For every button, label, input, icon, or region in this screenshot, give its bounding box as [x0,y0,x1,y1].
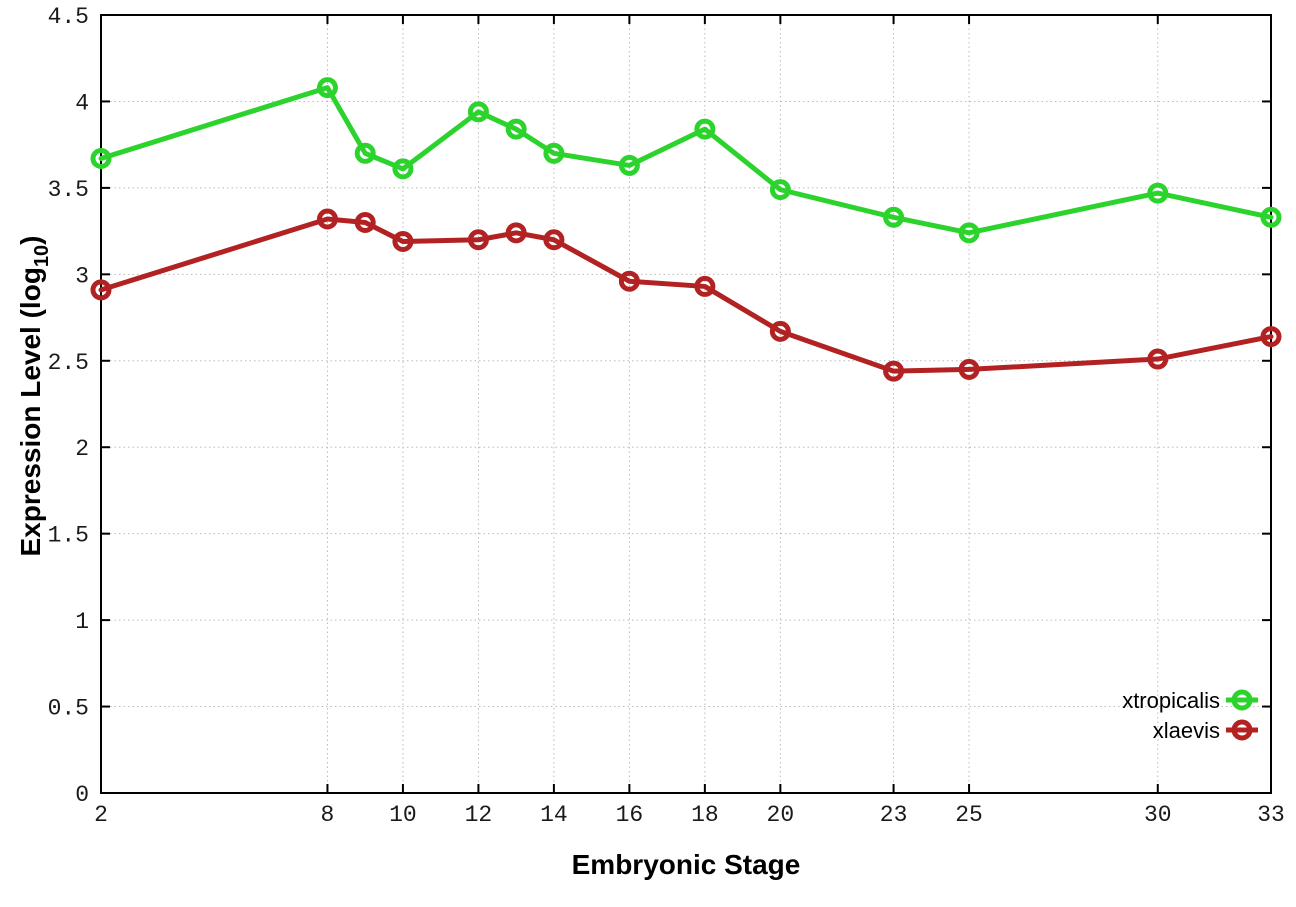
legend-marker-xtropicalis [1231,689,1253,711]
plot-border [100,14,1272,794]
tick-label-layer: 2 8 10 12 14 16 18 20 23 25 30 33 0 0.5 1 1.5 2 2.5 3 3.5 4 4… [48,4,1285,828]
data-point-xtropicalis [392,158,414,180]
data-point-xtropicalis [543,142,565,164]
x-tick-label: 23 [880,802,908,828]
x-axis-title: Embryonic Stage [572,849,801,880]
y-tick-label: 1 [75,609,89,635]
legend-label-xtropicalis: xtropicalis [1122,688,1220,713]
y-axis-title-subscript: 10 [31,245,53,267]
legend-label-xlaevis: xlaevis [1153,718,1220,743]
data-point-xtropicalis [1147,182,1169,204]
y-tick-label: 1.5 [48,523,89,549]
data-point-xlaevis [958,358,980,380]
x-tick-label: 14 [540,802,568,828]
data-point-xlaevis [90,279,112,301]
data-point-xtropicalis [354,142,376,164]
data-point-xlaevis [467,229,489,251]
data-point-xlaevis [883,360,905,382]
y-axis-title-main: Expression Level (log [15,267,46,556]
y-tick-label: 4 [75,90,89,116]
data-point-xtropicalis [883,206,905,228]
x-tick-label: 33 [1257,802,1285,828]
data-point-xlaevis [618,270,640,292]
y-tick-label: 2.5 [48,350,89,376]
y-tick-label: 2 [75,436,89,462]
data-point-xtropicalis [1260,206,1282,228]
data-point-xlaevis [354,211,376,233]
data-point-xlaevis [1260,326,1282,348]
series-line-xtropicalis [98,85,1274,236]
y-axis-title: Expression Level (log10) [15,236,53,557]
x-tick-label: 25 [955,802,983,828]
x-tick-label: 12 [465,802,493,828]
y-tick-label: 3.5 [48,177,89,203]
plot-border-layer [100,14,1272,794]
y-tick-label: 4.5 [48,4,89,30]
data-point-xtropicalis [618,154,640,176]
x-tick-label: 8 [321,802,335,828]
data-point-xlaevis [392,230,414,252]
data-point-xlaevis [543,229,565,251]
x-tick-label: 20 [767,802,795,828]
data-point-xlaevis [316,208,338,230]
legend-entry-xtropicalis: xtropicalis [1122,688,1258,713]
x-tick-label: 18 [691,802,719,828]
data-point-xlaevis [769,320,791,342]
data-point-xtropicalis [958,222,980,244]
y-tick-label: 0.5 [48,696,89,722]
series-line-xlaevis [98,216,1274,374]
legend-entry-xlaevis: xlaevis [1153,718,1258,743]
grid-layer [101,15,1271,793]
data-point-xtropicalis [769,179,791,201]
y-axis-title-end: ) [15,236,46,245]
data-point-xtropicalis [694,118,716,140]
y-tick-label: 3 [75,263,89,289]
legend-marker-xlaevis [1231,719,1253,741]
x-tick-label: 10 [389,802,417,828]
data-point-xtropicalis [467,101,489,123]
x-tick-label: 16 [616,802,644,828]
y-tick-label: 0 [75,782,89,808]
data-point-xlaevis [505,222,527,244]
data-point-xlaevis [1147,348,1169,370]
legend: xtropicalis xlaevis [1122,688,1258,743]
data-point-xtropicalis [505,118,527,140]
data-point-xtropicalis [316,77,338,99]
x-tick-label: 30 [1144,802,1172,828]
x-tick-label: 2 [94,802,108,828]
data-point-xtropicalis [90,147,112,169]
data-point-xlaevis [694,275,716,297]
series-layer [90,77,1282,382]
